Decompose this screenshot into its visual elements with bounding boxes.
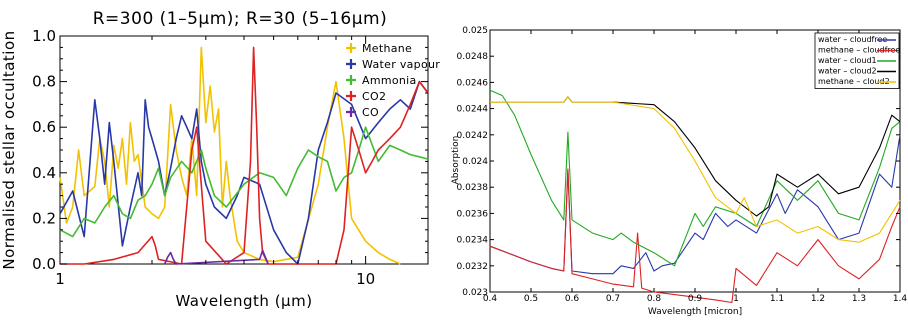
right-y-tick-label: 0.0248 [457,52,489,62]
left-legend-item-co: CO [346,106,379,119]
right-series-water-cloudfree [489,134,901,275]
right-series-methane-cloudfree [489,168,901,304]
right-x-tick-label: 1.2 [811,294,825,304]
left-legend-item-co2: CO2 [346,90,386,103]
left-y-tick-label: 0.6 [32,118,56,136]
left-y-tick-label: 0.2 [32,209,56,227]
right-series-water-cloud1 [489,89,901,267]
left-series-co [163,249,269,265]
right-y-ticks: 0.023 0.0232 0.0234 0.0236 0.0238 0.024 0.0242… [457,26,900,298]
left-series-water-vapour [59,80,429,265]
right-y-tick-label: 0.0236 [457,209,489,219]
left-series-ammonia [59,126,429,238]
right-y-tick-label: 0.0234 [457,236,489,246]
right-legend-item-water-cloud2: water – cloud2 [818,67,896,76]
left-legend-label: Methane [362,42,412,55]
left-y-ticks: 0.0 0.2 0.4 0.6 0.8 1.0 [32,27,428,273]
left-x-tick-label: 10 [356,270,375,288]
right-x-tick-label: 0.9 [688,294,703,304]
right-x-tick-label: 0.6 [565,294,580,304]
right-y-axis-label: Absorption [451,136,461,185]
right-series-methane-cloud2 [490,96,901,243]
left-y-tick-label: 0.4 [32,164,56,182]
left-series-co2 [60,46,429,265]
right-legend-label: water – cloudfree [818,35,887,44]
right-x-tick-label: 0.5 [524,294,538,304]
left-chart: R=300 (1–5μm); R=30 (5–16μm) 1 10 0.00.20… [0,9,440,310]
left-y-tick-label: 0.0 [32,255,56,273]
right-legend-item-water-cloud1: water – cloud1 [818,56,896,65]
right-legend-item-water-cloudfree: water – cloudfree [818,35,896,44]
right-y-tick-label: 0.024 [462,157,488,167]
right-x-tick-label: 1.4 [893,294,908,304]
right-y-tick-label: 0.0244 [457,105,489,115]
right-legend-label: water – cloud1 [818,56,877,65]
right-y-tick-label: 0.0242 [457,131,489,141]
left-series-methane [59,46,401,265]
right-chart: 0.4 0.5 0.6 0.7 0.8 0.9 1 1.1 1.2 1.3 1.4 0.0230.0… [451,26,908,317]
right-x-axis-label: Wavelength [micron] [648,307,742,317]
left-x-ticks: 1 10 [55,36,375,288]
right-legend-item-methane-cloud2: methane – cloud2 [818,77,896,86]
left-legend-item-ammonia: Ammonia [346,74,417,87]
right-x-tick-label: 1.1 [770,294,784,304]
left-legend-marker [346,91,356,101]
left-series-group [59,46,429,265]
right-x-tick-label: 1.3 [852,294,866,304]
right-x-tick-label: 1 [733,294,739,304]
left-legend-label: Ammonia [362,74,417,87]
left-legend-label: Water vapour [362,58,440,71]
left-x-tick-label: 1 [55,270,65,288]
right-legend-label: water – cloud2 [818,67,877,76]
right-legend-label: methane – cloud2 [818,77,890,86]
right-legend-item-methane-cloudfree: methane – cloudfree [818,46,900,55]
right-legend-label: methane – cloudfree [818,46,900,55]
left-legend-item-water-vapour: Water vapour [346,58,440,71]
left-legend-marker [346,107,356,117]
left-legend-marker [346,75,356,85]
left-y-tick-label: 0.8 [32,73,56,91]
left-legend-item-methane: Methane [346,42,412,55]
right-y-tick-label: 0.0238 [457,183,489,193]
right-y-tick-label: 0.025 [462,26,488,36]
right-y-tick-label: 0.023 [462,288,488,298]
right-x-tick-label: 0.8 [647,294,662,304]
right-y-tick-label: 0.0246 [457,78,489,88]
right-series-water-cloud2 [490,96,901,217]
left-x-axis-label: Wavelength (μm) [175,292,312,310]
right-x-tick-label: 0.4 [483,294,498,304]
right-series-group [489,89,901,304]
left-y-tick-label: 1.0 [32,27,56,45]
left-y-axis-label: Normalised stellar occultation [0,30,18,269]
left-legend-marker [346,43,356,53]
right-y-tick-label: 0.0232 [457,262,489,272]
right-x-tick-label: 0.7 [606,294,620,304]
left-chart-title: R=300 (1–5μm); R=30 (5–16μm) [93,9,388,29]
left-legend: Methane Water vapour Ammonia CO2 CO [346,42,440,119]
left-legend-marker [346,59,356,69]
left-legend-label: CO [362,106,379,119]
left-legend-label: CO2 [362,90,386,103]
